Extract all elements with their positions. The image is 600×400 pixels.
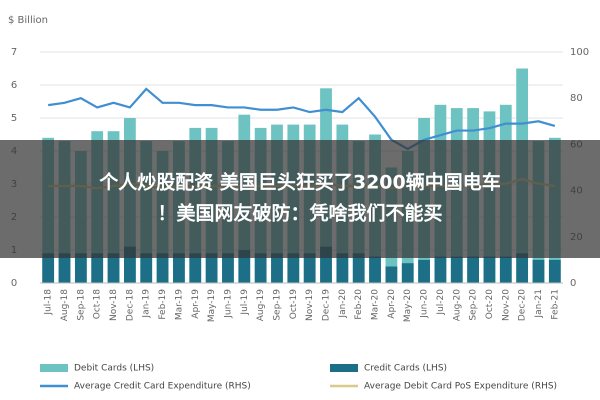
x-tick-label: Jun-19 bbox=[223, 289, 233, 319]
x-tick-label: Oct-18 bbox=[93, 289, 103, 320]
bar bbox=[499, 256, 512, 283]
y-tick-label: 7 bbox=[11, 47, 17, 58]
legend-swatch bbox=[330, 364, 358, 372]
x-tick-label: Feb-19 bbox=[158, 289, 168, 320]
y2-tick-label: 100 bbox=[570, 47, 589, 58]
x-tick-label: Aug-19 bbox=[256, 289, 266, 322]
x-tick-label: Dec-19 bbox=[322, 289, 332, 321]
bar bbox=[548, 259, 561, 283]
bar bbox=[173, 253, 185, 283]
bar bbox=[401, 263, 414, 283]
x-tick-label: Aug-18 bbox=[60, 289, 70, 322]
legend-label: Average Debit Card PoS Expenditure (RHS) bbox=[364, 382, 557, 392]
bar bbox=[418, 259, 430, 283]
bar bbox=[385, 266, 398, 283]
bar bbox=[516, 253, 529, 283]
bar bbox=[450, 256, 463, 283]
overlay-text: 个人炒股配资 美国巨头狂买了3200辆中国电车 bbox=[98, 171, 501, 194]
x-tick-label: Oct-20 bbox=[485, 289, 495, 320]
bar bbox=[336, 253, 349, 283]
bar bbox=[254, 253, 267, 283]
line bbox=[48, 87, 556, 151]
y-tick-label: 6 bbox=[11, 80, 17, 91]
x-tick-label: Jan-19 bbox=[142, 289, 152, 319]
x-tick-label: Feb-20 bbox=[354, 289, 364, 320]
y2-tick-label: 0 bbox=[570, 278, 576, 289]
y-tick-label: 0 bbox=[11, 278, 17, 289]
x-tick-label: Nov-19 bbox=[305, 289, 315, 321]
x-tick-label: May-20 bbox=[403, 289, 413, 322]
bar bbox=[42, 253, 55, 283]
bar bbox=[189, 253, 202, 283]
x-tick-label: Jul-18 bbox=[44, 289, 54, 316]
bar bbox=[205, 253, 218, 283]
bar bbox=[238, 250, 251, 283]
legend-swatch bbox=[40, 364, 68, 372]
y-tick-label: 5 bbox=[11, 113, 17, 124]
x-tick-label: Dec-20 bbox=[518, 289, 528, 321]
x-tick-label: Mar-20 bbox=[371, 289, 381, 320]
x-tick-label: Jul-20 bbox=[436, 289, 446, 316]
bar bbox=[58, 253, 71, 283]
bar bbox=[303, 253, 316, 283]
x-tick-label: Jan-20 bbox=[338, 289, 348, 319]
x-tick-label: Sep-18 bbox=[76, 289, 86, 321]
bar bbox=[107, 253, 120, 283]
bar bbox=[352, 253, 365, 283]
overlay-banner bbox=[0, 140, 600, 258]
bar bbox=[74, 253, 87, 283]
x-tick-label: Jun-20 bbox=[420, 289, 430, 319]
x-tick-label: Sep-19 bbox=[272, 289, 282, 321]
x-tick-label: Nov-18 bbox=[109, 289, 119, 321]
bar bbox=[271, 253, 283, 283]
bar bbox=[222, 253, 234, 283]
legend-label: Average Credit Card Expenditure (RHS) bbox=[74, 382, 251, 392]
bar bbox=[156, 253, 169, 283]
y2-tick-label: 80 bbox=[570, 93, 583, 104]
bar bbox=[287, 253, 300, 283]
x-tick-label: Dec-18 bbox=[125, 289, 135, 321]
bar bbox=[434, 256, 447, 283]
x-tick-label: Oct-19 bbox=[289, 289, 299, 320]
bar bbox=[532, 259, 545, 283]
x-tick-label: Jan-21 bbox=[534, 289, 544, 319]
x-tick-label: Apr-19 bbox=[191, 289, 201, 319]
bar bbox=[140, 253, 153, 283]
x-tick-label: Nov-20 bbox=[501, 289, 511, 321]
x-tick-label: Feb-21 bbox=[550, 289, 560, 320]
x-tick-label: Apr-20 bbox=[387, 289, 397, 319]
bar bbox=[369, 256, 381, 283]
bar bbox=[124, 246, 136, 283]
x-tick-label: Sep-20 bbox=[469, 289, 479, 321]
x-tick-label: Aug-20 bbox=[452, 289, 462, 322]
overlay-text: ！美国网友破防：凭啥我们不能买 bbox=[157, 202, 442, 225]
legend-label: Credit Cards (LHS) bbox=[364, 364, 447, 374]
x-tick-label: Jul-19 bbox=[240, 289, 250, 316]
bar bbox=[467, 256, 479, 283]
x-tick-label: Mar-19 bbox=[174, 289, 184, 320]
legend-label: Debit Cards (LHS) bbox=[74, 364, 154, 374]
x-tick-label: May-19 bbox=[207, 289, 217, 322]
bar bbox=[483, 256, 496, 283]
y-axis-label: $ Billion bbox=[8, 15, 48, 26]
bar bbox=[320, 246, 332, 283]
bar bbox=[91, 253, 104, 283]
